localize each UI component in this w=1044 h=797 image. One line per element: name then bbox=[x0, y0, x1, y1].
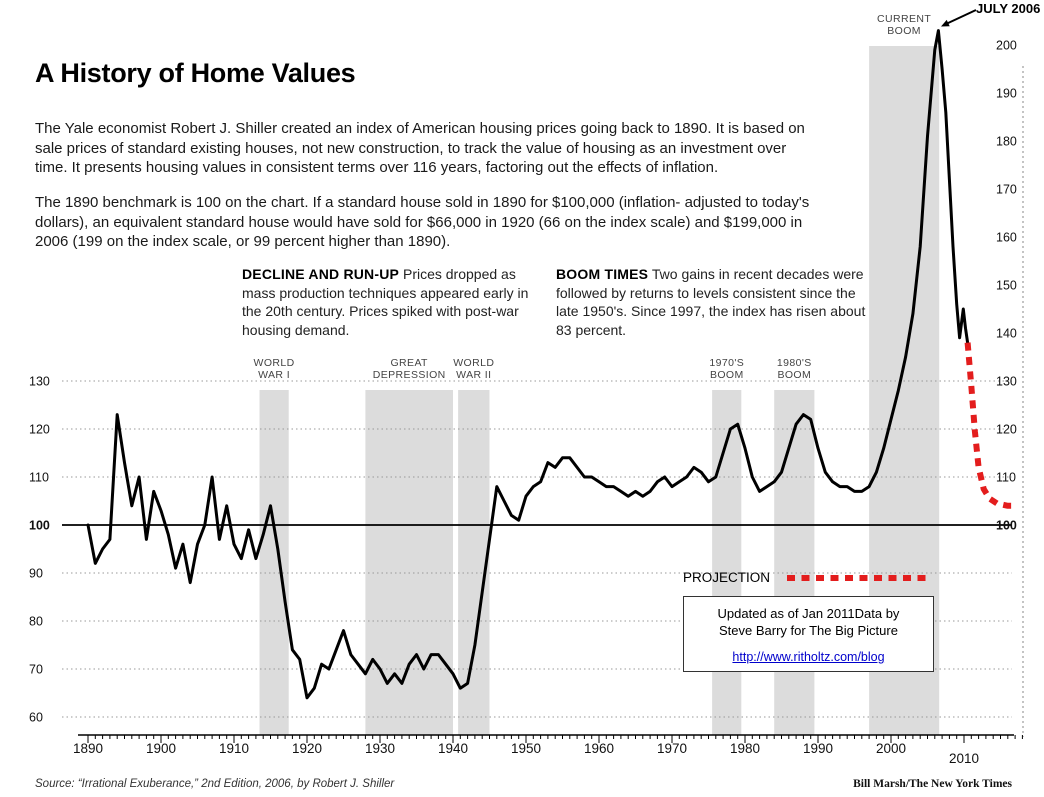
x-tick-label-1900: 1900 bbox=[146, 741, 176, 756]
x-tick-label-1990: 1990 bbox=[803, 741, 833, 756]
y-axis-right-label-100: 100 bbox=[996, 519, 1017, 533]
band-label-1970s-boom: 1970'S bbox=[709, 357, 744, 369]
annotation-decline-runup: DECLINE AND RUN-UP Prices dropped as mas… bbox=[242, 265, 530, 339]
band-label-world-war-2: WAR II bbox=[456, 369, 491, 381]
y-axis-right-label-140: 140 bbox=[996, 327, 1017, 341]
y-axis-right-label-160: 160 bbox=[996, 231, 1017, 245]
y-axis-left-label-60: 60 bbox=[29, 711, 43, 725]
x-tick-label-1940: 1940 bbox=[438, 741, 468, 756]
update-box: Updated as of Jan 2011Data by Steve Barr… bbox=[683, 596, 934, 672]
july-2006-arrowhead bbox=[941, 19, 950, 27]
band-world-war-1 bbox=[259, 390, 289, 735]
annotation-boom-heading: BOOM TIMES bbox=[556, 266, 649, 282]
y-axis-right-label-150: 150 bbox=[996, 279, 1017, 293]
band-label-world-war-1: WAR I bbox=[258, 369, 290, 381]
source-note: Source: “Irrational Exuberance,” 2nd Edi… bbox=[35, 778, 395, 790]
y-axis-right-label-120: 120 bbox=[996, 423, 1017, 437]
y-axis-right-label-200: 200 bbox=[996, 39, 1017, 53]
x-tick-label-1890: 1890 bbox=[73, 741, 103, 756]
band-label-current-boom: BOOM bbox=[887, 25, 921, 37]
band-label-current-boom: CURRENT bbox=[877, 13, 931, 25]
band-label-world-war-1: WORLD bbox=[254, 357, 295, 369]
y-axis-left-label-70: 70 bbox=[29, 663, 43, 677]
y-axis-right-label-110: 110 bbox=[996, 471, 1016, 485]
x-tick-label-1910: 1910 bbox=[219, 741, 249, 756]
band-label-1970s-boom: BOOM bbox=[710, 369, 744, 381]
y-axis-right-label-130: 130 bbox=[996, 375, 1017, 389]
y-axis-right-label-190: 190 bbox=[996, 87, 1017, 101]
intro-paragraph-1: The Yale economist Robert J. Shiller cre… bbox=[35, 120, 805, 176]
y-axis-left-label-110: 110 bbox=[29, 471, 49, 485]
update-box-line1: Updated as of Jan 2011Data by bbox=[717, 606, 900, 621]
x-tick-label-2000: 2000 bbox=[876, 741, 906, 756]
credit-line: Bill Marsh/The New York Times bbox=[853, 778, 1012, 790]
y-axis-left-label-130: 130 bbox=[29, 375, 50, 389]
x-tick-label-1930: 1930 bbox=[365, 741, 395, 756]
july-2006-label: JULY 2006 bbox=[976, 1, 1041, 16]
y-axis-left-label-120: 120 bbox=[29, 423, 50, 437]
july-2006-arrow bbox=[945, 9, 977, 25]
band-label-great-depression: DEPRESSION bbox=[373, 369, 446, 381]
band-label-1980s-boom: 1980'S bbox=[777, 357, 812, 369]
x-tick-label-1950: 1950 bbox=[511, 741, 541, 756]
x-tick-label-1970: 1970 bbox=[657, 741, 687, 756]
y-axis-left-label-100: 100 bbox=[29, 519, 50, 533]
x-tick-label-1960: 1960 bbox=[584, 741, 614, 756]
ritholtz-blog-link[interactable]: http://www.ritholtz.com/blog bbox=[732, 650, 885, 664]
band-label-1980s-boom: BOOM bbox=[777, 369, 811, 381]
series-home-values bbox=[86, 29, 970, 700]
band-label-great-depression: GREAT bbox=[390, 357, 428, 369]
band-1970s-boom bbox=[712, 390, 742, 735]
y-axis-right-label-180: 180 bbox=[996, 135, 1017, 149]
y-axis-right-label-170: 170 bbox=[996, 183, 1017, 197]
annotation-boom-times: BOOM TIMES Two gains in recent decades w… bbox=[556, 265, 870, 339]
band-1980s-boom bbox=[774, 390, 815, 735]
annotation-decline-text: Prices dropped as mass production techni… bbox=[242, 266, 529, 338]
band-great-depression bbox=[365, 390, 453, 735]
y-axis-left-label-90: 90 bbox=[29, 567, 43, 581]
page-title: A History of Home Values bbox=[35, 58, 356, 88]
x-tick-label-2010: 2010 bbox=[949, 751, 979, 766]
update-box-line2: Steve Barry for The Big Picture bbox=[719, 623, 898, 638]
x-tick-label-1920: 1920 bbox=[292, 741, 322, 756]
band-label-world-war-2: WORLD bbox=[453, 357, 494, 369]
projection-label: PROJECTION bbox=[683, 570, 771, 585]
annotation-boom-text: Two gains in recent decades were followe… bbox=[556, 266, 866, 338]
series-projection bbox=[964, 342, 1016, 509]
y-axis-left-label-80: 80 bbox=[29, 615, 43, 629]
x-tick-label-1980: 1980 bbox=[730, 741, 760, 756]
intro-paragraph-2: The 1890 benchmark is 100 on the chart. … bbox=[35, 194, 810, 250]
annotation-decline-heading: DECLINE AND RUN-UP bbox=[242, 266, 400, 282]
band-world-war-2 bbox=[458, 390, 490, 735]
